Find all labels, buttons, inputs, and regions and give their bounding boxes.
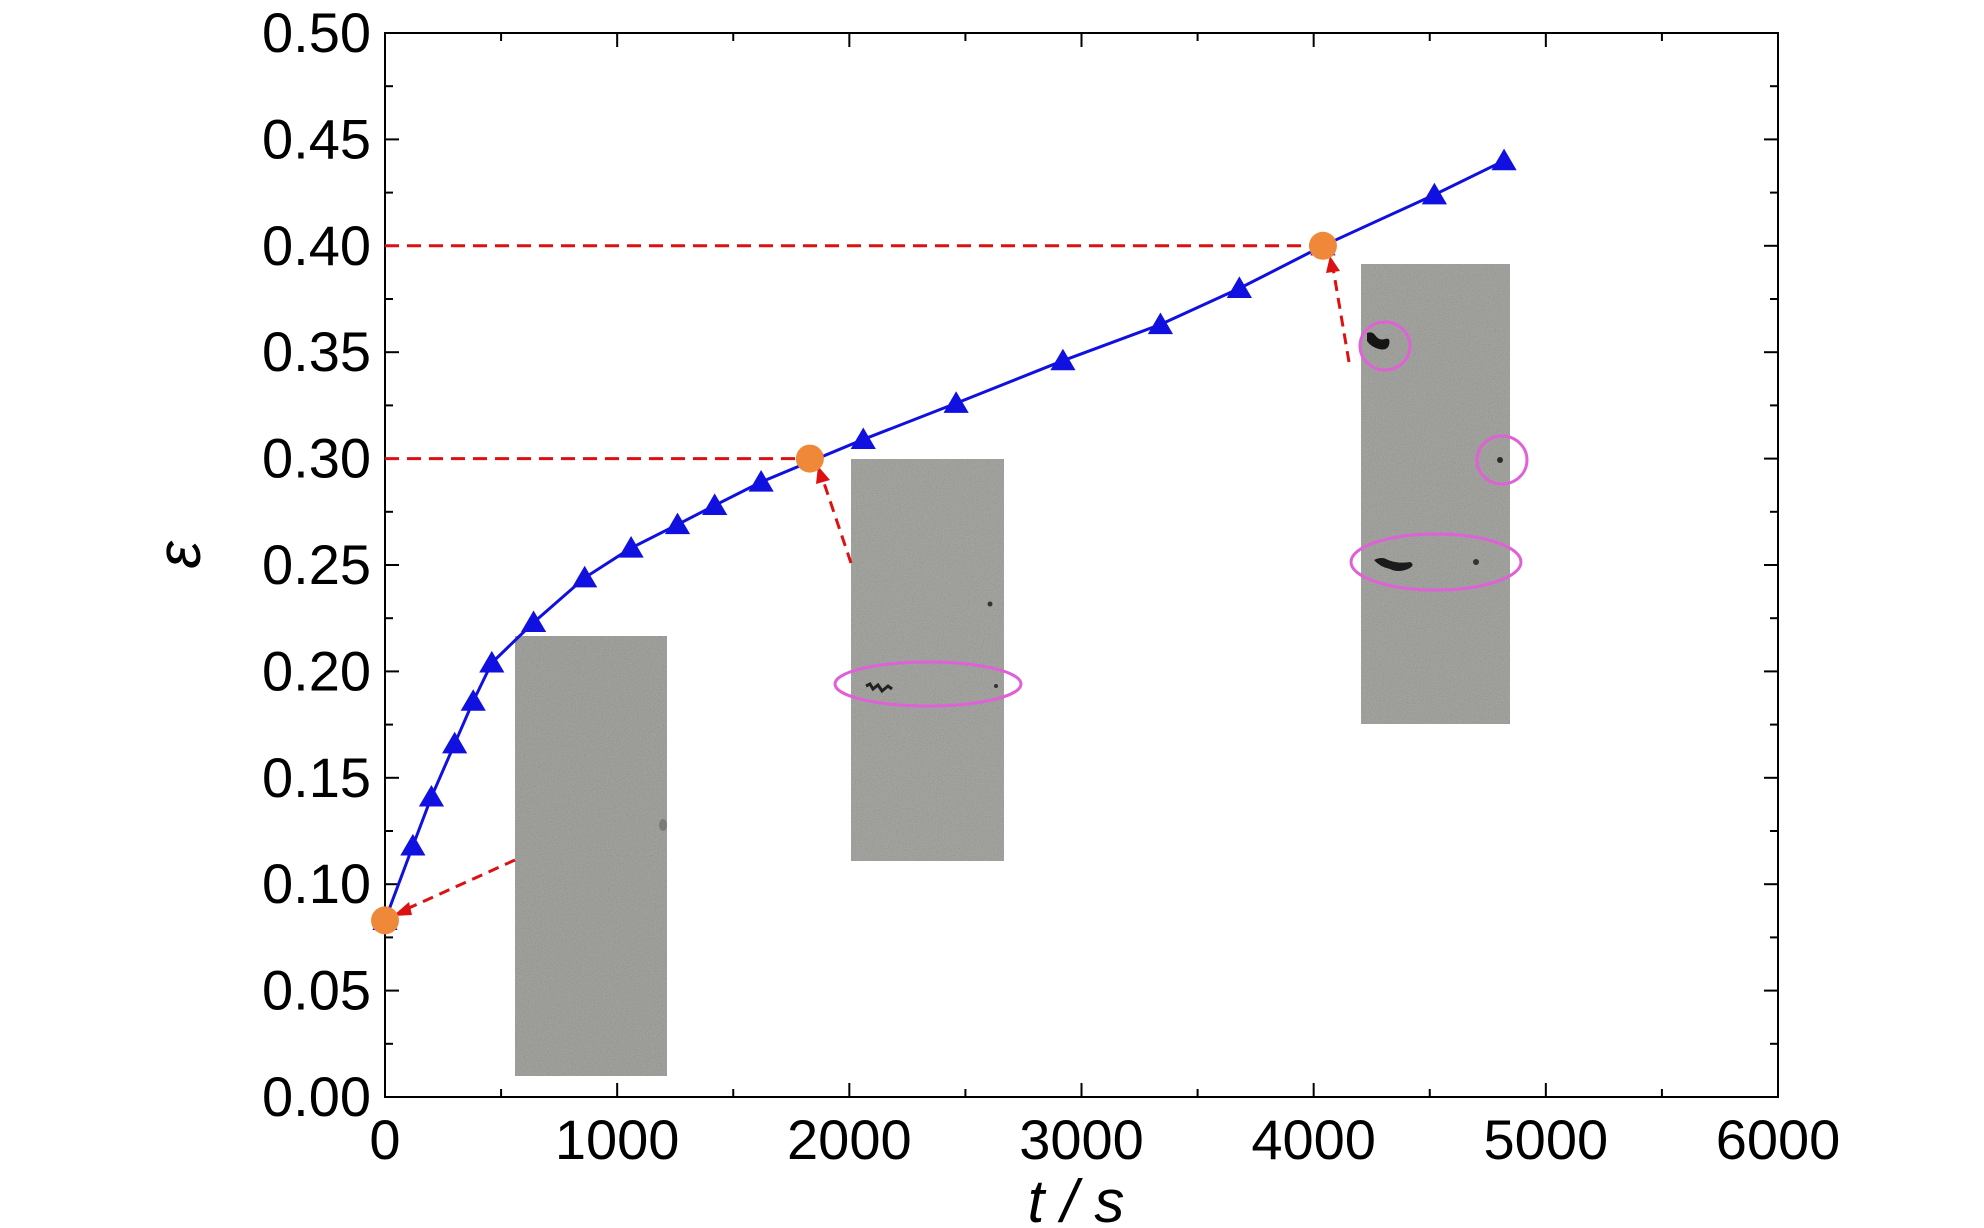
inset-arrows: [399, 267, 1351, 914]
data-point-triangle: [850, 427, 876, 450]
y-tick-label: 0.30: [262, 427, 371, 490]
defect-highlight-ellipse: [1475, 434, 1529, 486]
x-tick-label: 2000: [787, 1108, 912, 1171]
defect-highlight-ellipse: [833, 660, 1023, 708]
highlight-point: [1308, 231, 1337, 260]
x-tick-label: 4000: [1251, 1108, 1376, 1171]
x-tick-label: 0: [369, 1108, 400, 1171]
x-tick-label: 6000: [1716, 1108, 1841, 1171]
data-point-triangle: [943, 391, 969, 413]
y-tick-label: 0.45: [262, 107, 371, 170]
y-axis-ticks: [385, 32, 1778, 1098]
arrowhead-3: [1326, 256, 1340, 273]
y-tick-label: 0.25: [262, 533, 371, 596]
y-tick-label: 0.50: [262, 1, 371, 64]
y-tick-label: 0.35: [262, 320, 371, 383]
data-point-triangle: [1050, 348, 1076, 371]
x-tick-label: 3000: [1019, 1108, 1144, 1171]
data-point-triangle: [418, 784, 445, 807]
data-point-triangle: [1226, 276, 1252, 298]
y-tick-label: 0.20: [262, 639, 371, 702]
inset-photo-2: [833, 459, 1023, 861]
y-tick-label: 0.05: [262, 959, 371, 1022]
y-tick-label: 0.40: [262, 214, 371, 277]
data-point-triangle: [460, 689, 486, 711]
data-point-triangle: [520, 610, 547, 633]
data-point-triangle: [1147, 312, 1174, 335]
y-axis-tick-labels: 0.00 0.05 0.10 0.15 0.20 0.25 0.30 0.35 0.40 0.45…: [262, 1, 371, 1128]
y-tick-label: 0.10: [262, 852, 371, 915]
x-axis-tick-labels: 0 1000 2000 3000 4000 5000 6000: [369, 1108, 1840, 1171]
data-point-triangle: [748, 470, 774, 492]
defect-highlight-ellipse: [1349, 532, 1523, 592]
series-polyline: [383, 159, 1505, 921]
inset-arrowheads: [393, 256, 1340, 916]
series-line: [383, 159, 1505, 921]
inset-photo-3: [1349, 264, 1529, 724]
arrow-3: [1331, 267, 1351, 363]
reference-lines: [385, 244, 1323, 461]
arrowhead-1: [393, 902, 412, 916]
x-axis-title: t / s: [1028, 1168, 1125, 1228]
data-point-triangle: [1491, 148, 1517, 171]
y-axis-title: ε: [145, 541, 214, 569]
data-point-triangle: [572, 565, 598, 588]
data-point-triangle: [664, 512, 691, 535]
x-tick-label: 1000: [555, 1108, 680, 1171]
inset-photo-1: [515, 636, 667, 1076]
arrow-1: [399, 858, 516, 914]
data-point-triangle: [702, 493, 728, 516]
highlight-point: [795, 444, 824, 473]
defect-highlight-ellipse: [1358, 320, 1412, 372]
y-tick-label: 0.15: [262, 746, 371, 809]
data-point-triangle: [479, 650, 505, 673]
arrowhead-2: [816, 466, 830, 484]
arrow-2: [820, 476, 853, 564]
data-point-triangle: [442, 731, 468, 754]
data-point-triangle: [1421, 182, 1447, 205]
y-tick-label: 0.00: [262, 1065, 371, 1128]
highlight-point: [371, 906, 399, 935]
highlight-points: [371, 231, 1337, 935]
data-point-triangle: [400, 833, 426, 856]
data-point-triangle: [618, 535, 644, 558]
x-axis-ticks: [384, 33, 1779, 1097]
x-tick-label: 5000: [1484, 1108, 1609, 1171]
